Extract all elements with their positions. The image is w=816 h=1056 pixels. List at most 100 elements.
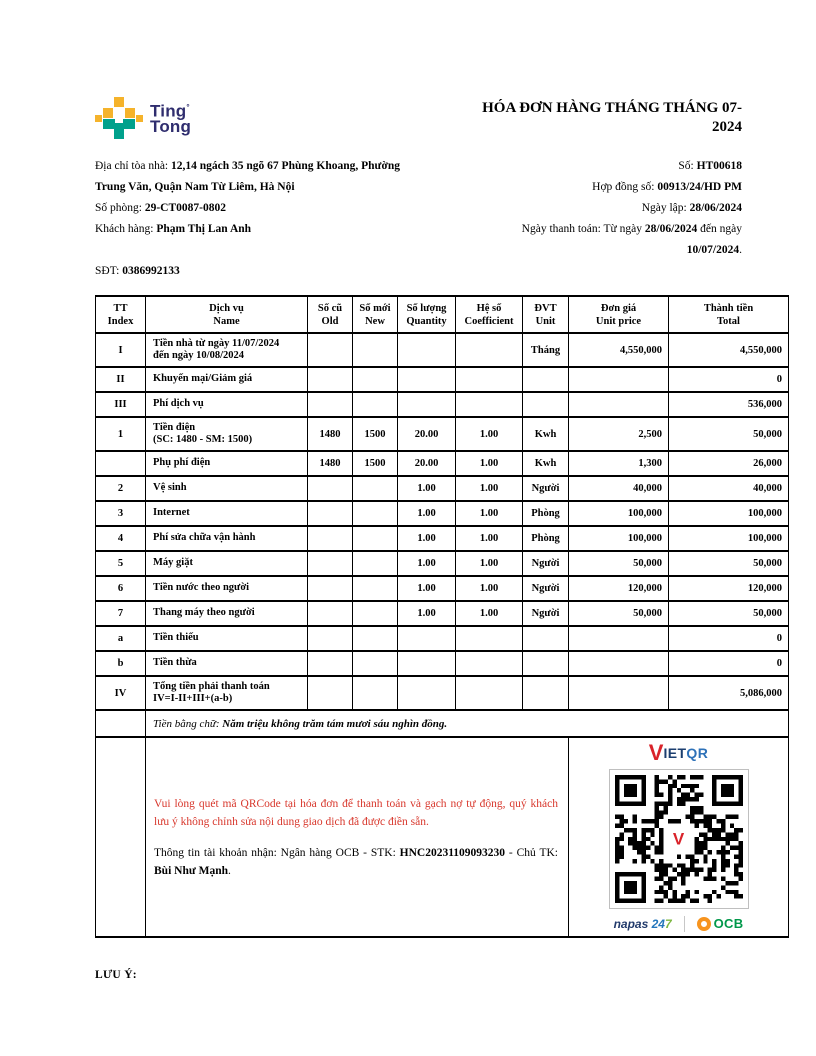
cell-old: 1480 xyxy=(307,450,353,477)
contract-number: Hợp đồng số: 00913/24/HD PM xyxy=(592,181,742,193)
table-row: III Phí dịch vụ 536,000 xyxy=(95,391,789,418)
column-header: TT Index xyxy=(95,295,146,334)
cell-new xyxy=(352,525,398,552)
building-address-line2: Trung Văn, Quận Nam Từ Liêm, Hà Nội xyxy=(95,181,295,193)
table-row: 6 Tiền nước theo người 1.00 1.00 Người 120,00… xyxy=(95,575,789,602)
cell-total: 0 xyxy=(668,650,789,677)
cell-old xyxy=(307,550,353,577)
ocb-icon xyxy=(696,916,711,931)
cell-unit: Người xyxy=(522,600,569,627)
payment-network-logos: napas 247 OCB xyxy=(613,915,744,932)
cell-new xyxy=(352,366,398,393)
cell-empty xyxy=(95,709,146,738)
ocb-bank-logo: OCB xyxy=(696,916,744,931)
napas-247-logo: napas 247 xyxy=(613,916,672,931)
cell-name: Máy giặt xyxy=(145,550,308,577)
cell-name: Tổng tiền phải thanh toán IV=I-II+III+(a-… xyxy=(145,675,308,711)
cell-total: 120,000 xyxy=(668,575,789,602)
cell-name: Phí dịch vụ xyxy=(145,391,308,418)
cell-tt: 2 xyxy=(95,475,146,502)
cell-qty: 1.00 xyxy=(397,500,456,527)
cell-total: 100,000 xyxy=(668,525,789,552)
table-row: 7 Thang máy theo người 1.00 1.00 Người 50,000… xyxy=(95,600,789,627)
cell-coef: 1.00 xyxy=(455,550,523,577)
cell-tt xyxy=(95,450,146,477)
cell-total: 40,000 xyxy=(668,475,789,502)
cell-total: 5,086,000 xyxy=(668,675,789,711)
cell-name: Internet xyxy=(145,500,308,527)
invoice-page: Ting° Tong HÓA ĐƠN HÀNG THÁNG THÁNG 07- … xyxy=(95,95,789,981)
logo-divider xyxy=(683,915,685,932)
cell-old xyxy=(307,366,353,393)
cell-unit xyxy=(522,625,569,652)
cell-price: 50,000 xyxy=(568,600,669,627)
cell-qty xyxy=(397,675,456,711)
table-row: I Tiền nhà từ ngày 11/07/2024 đến ngày 10/… xyxy=(95,332,789,368)
amount-in-words-row: Tiền bằng chữ: Năm triệu không trăm tám … xyxy=(95,709,789,738)
cell-total: 50,000 xyxy=(668,550,789,577)
note-label: LƯU Ý: xyxy=(95,969,137,981)
cell-new xyxy=(352,650,398,677)
cell-price: 100,000 xyxy=(568,500,669,527)
cell-price xyxy=(568,675,669,711)
cell-unit: Người xyxy=(522,475,569,502)
receiving-account-info: Thông tin tài khoản nhận: Ngân hàng OCB … xyxy=(154,846,558,877)
cell-name: Thang máy theo người xyxy=(145,600,308,627)
cell-total: 0 xyxy=(668,366,789,393)
cell-qty: 1.00 xyxy=(397,600,456,627)
cell-qty: 1.00 xyxy=(397,475,456,502)
cell-qty xyxy=(397,366,456,393)
cell-old xyxy=(307,575,353,602)
issue-date: Ngày lập: 28/06/2024 xyxy=(641,202,742,214)
cell-qty: 1.00 xyxy=(397,575,456,602)
table-row: b Tiền thừa 0 xyxy=(95,650,789,677)
table-row: IV Tổng tiền phải thanh toán IV=I-II+III+(… xyxy=(95,675,789,711)
amount-in-words: Tiền bằng chữ: Năm triệu không trăm tám … xyxy=(145,709,789,738)
cell-price: 40,000 xyxy=(568,475,669,502)
cell-qty xyxy=(397,650,456,677)
cell-unit: Người xyxy=(522,550,569,577)
cell-total: 50,000 xyxy=(668,416,789,452)
cell-name: Phụ phí điện xyxy=(145,450,308,477)
cell-new: 1500 xyxy=(352,450,398,477)
cell-tt: b xyxy=(95,650,146,677)
table-header-row: TT Index Dịch vụ Name Số cũ Old Số mới New Số lư… xyxy=(95,295,789,334)
cell-tt: 5 xyxy=(95,550,146,577)
cell-tt: 6 xyxy=(95,575,146,602)
cell-name: Tiền thiếu xyxy=(145,625,308,652)
cell-coef: 1.00 xyxy=(455,575,523,602)
cell-tt: 1 xyxy=(95,416,146,452)
brand-wordmark: Ting° Tong xyxy=(150,101,192,137)
cell-old xyxy=(307,500,353,527)
column-header: Đơn giá Unit price xyxy=(568,295,669,334)
cell-coef xyxy=(455,391,523,418)
cell-tt: II xyxy=(95,366,146,393)
cell-price: 2,500 xyxy=(568,416,669,452)
cell-price: 4,550,000 xyxy=(568,332,669,368)
room-number: Số phòng: 29-CT0087-0802 xyxy=(95,202,226,214)
building-address-line1: Địa chỉ tòa nhà: 12,14 ngách 35 ngõ 67 P… xyxy=(95,160,400,172)
cell-new xyxy=(352,500,398,527)
invoice-number: Số: HT00618 xyxy=(678,160,742,172)
tingtong-logo: Ting° Tong xyxy=(95,95,191,140)
column-header: Số lượng Quantity xyxy=(397,295,456,334)
cell-qty: 20.00 xyxy=(397,416,456,452)
cell-coef xyxy=(455,625,523,652)
customer-name: Khách hàng: Phạm Thị Lan Anh xyxy=(95,223,252,235)
cell-old xyxy=(307,625,353,652)
cell-qty: 1.00 xyxy=(397,525,456,552)
cell-coef: 1.00 xyxy=(455,416,523,452)
cell-unit xyxy=(522,391,569,418)
vietqr-center-v-icon: V xyxy=(669,829,688,848)
customer-phone: SĐT: 0386992133 xyxy=(95,265,180,277)
cell-empty xyxy=(95,736,146,938)
column-header: ĐVT Unit xyxy=(522,295,569,334)
cell-price xyxy=(568,625,669,652)
cell-price: 1,300 xyxy=(568,450,669,477)
cell-new xyxy=(352,675,398,711)
cell-name: Vệ sinh xyxy=(145,475,308,502)
cell-total: 100,000 xyxy=(668,500,789,527)
cell-tt: 3 xyxy=(95,500,146,527)
invoice-title: HÓA ĐƠN HÀNG THÁNG THÁNG 07- 2024 xyxy=(482,100,742,135)
cell-name: Khuyến mại/Giảm giá xyxy=(145,366,308,393)
